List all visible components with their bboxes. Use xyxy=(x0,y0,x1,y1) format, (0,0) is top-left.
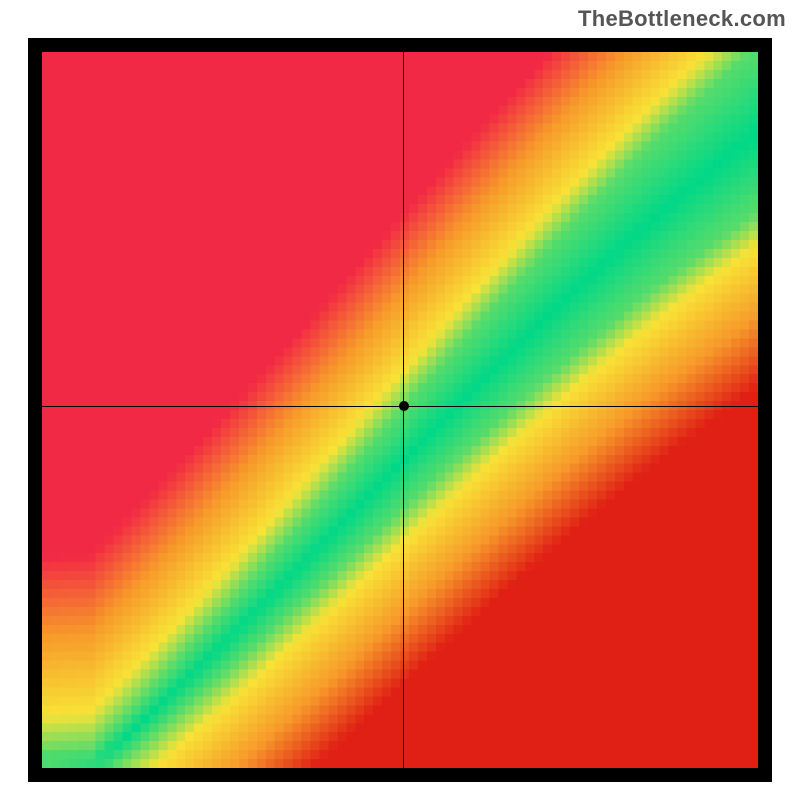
attribution-text: TheBottleneck.com xyxy=(578,6,786,32)
plot-frame xyxy=(28,38,772,782)
marker-dot xyxy=(399,401,409,411)
chart-container: TheBottleneck.com xyxy=(0,0,800,800)
